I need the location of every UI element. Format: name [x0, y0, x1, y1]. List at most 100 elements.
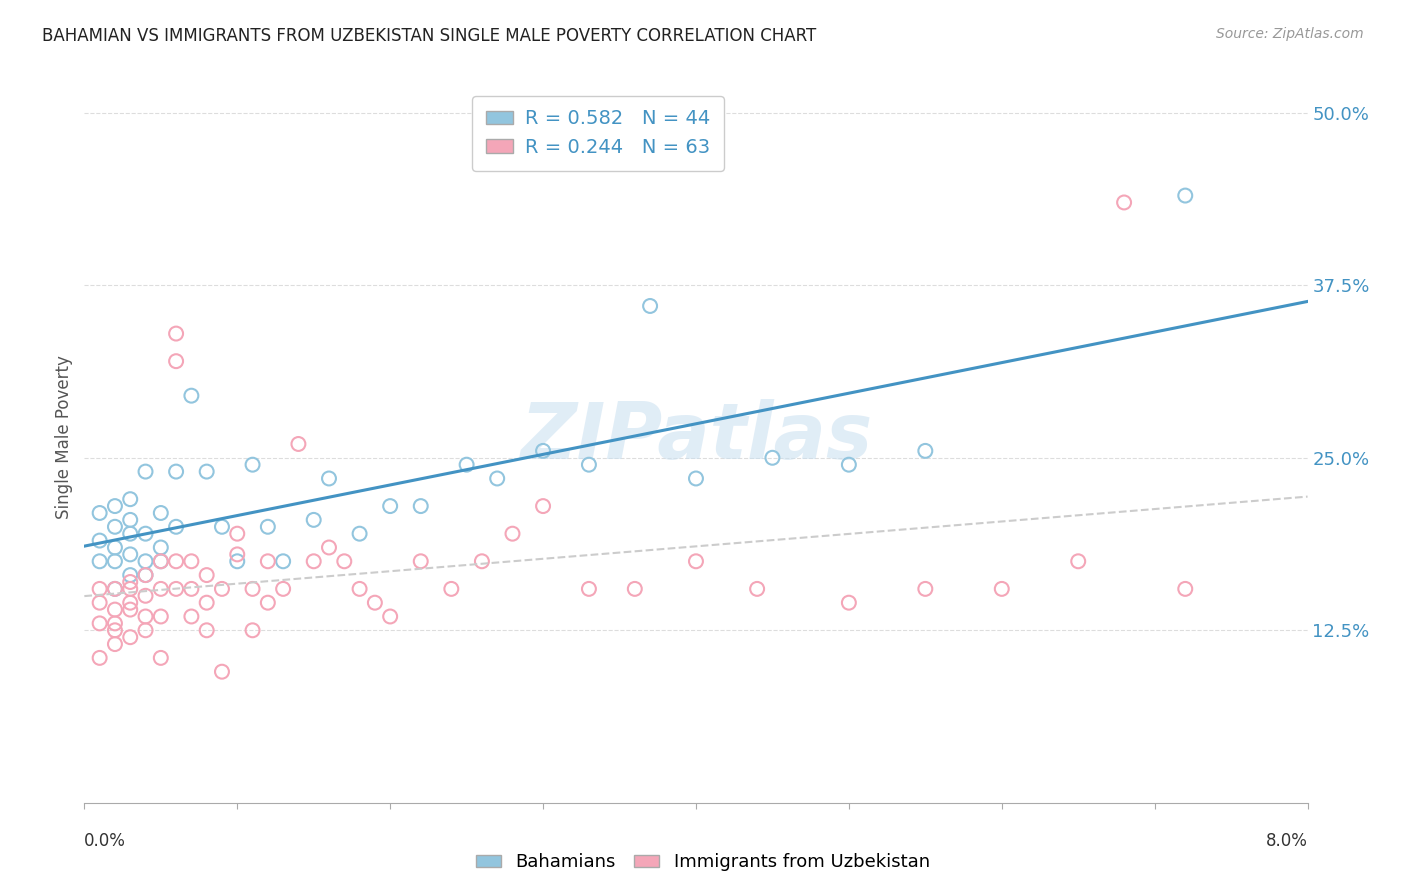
- Point: [104, 582, 127, 596]
- Point: [211, 665, 233, 679]
- Point: [440, 582, 463, 596]
- Point: [380, 499, 402, 513]
- Point: [104, 554, 127, 568]
- Point: [104, 624, 127, 638]
- Point: [226, 548, 249, 562]
- Point: [165, 465, 187, 479]
- Point: [486, 471, 509, 485]
- Point: [409, 499, 432, 513]
- Point: [120, 568, 142, 582]
- Text: 8.0%: 8.0%: [1265, 832, 1308, 850]
- Point: [242, 582, 264, 596]
- Point: [104, 499, 127, 513]
- Point: [257, 596, 280, 610]
- Point: [89, 533, 111, 548]
- Point: [120, 582, 142, 596]
- Point: [502, 526, 524, 541]
- Point: [149, 609, 172, 624]
- Point: [624, 582, 647, 596]
- Point: [135, 465, 157, 479]
- Point: [180, 609, 202, 624]
- Point: [180, 582, 202, 596]
- Point: [165, 354, 187, 368]
- Point: [180, 554, 202, 568]
- Point: [120, 492, 142, 507]
- Point: [456, 458, 478, 472]
- Point: [120, 574, 142, 589]
- Point: [349, 526, 371, 541]
- Point: [180, 389, 202, 403]
- Point: [242, 624, 264, 638]
- Point: [149, 582, 172, 596]
- Point: [271, 554, 294, 568]
- Point: [364, 596, 387, 610]
- Point: [991, 582, 1014, 596]
- Point: [195, 596, 218, 610]
- Point: [471, 554, 494, 568]
- Point: [914, 582, 936, 596]
- Point: [104, 582, 127, 596]
- Point: [226, 526, 249, 541]
- Text: Source: ZipAtlas.com: Source: ZipAtlas.com: [1216, 27, 1364, 41]
- Point: [165, 326, 187, 341]
- Point: [685, 471, 707, 485]
- Text: BAHAMIAN VS IMMIGRANTS FROM UZBEKISTAN SINGLE MALE POVERTY CORRELATION CHART: BAHAMIAN VS IMMIGRANTS FROM UZBEKISTAN S…: [42, 27, 817, 45]
- Point: [302, 513, 325, 527]
- Point: [135, 589, 157, 603]
- Point: [89, 651, 111, 665]
- Point: [838, 458, 860, 472]
- Point: [578, 458, 600, 472]
- Point: [149, 541, 172, 555]
- Point: [531, 499, 554, 513]
- Point: [287, 437, 309, 451]
- Point: [302, 554, 325, 568]
- Point: [120, 513, 142, 527]
- Point: [89, 506, 111, 520]
- Point: [242, 458, 264, 472]
- Point: [120, 596, 142, 610]
- Point: [120, 630, 142, 644]
- Point: [271, 582, 294, 596]
- Y-axis label: Single Male Poverty: Single Male Poverty: [55, 355, 73, 519]
- Point: [318, 471, 340, 485]
- Point: [149, 554, 172, 568]
- Point: [333, 554, 356, 568]
- Point: [685, 554, 707, 568]
- Point: [257, 554, 280, 568]
- Point: [914, 443, 936, 458]
- Point: [149, 554, 172, 568]
- Point: [89, 554, 111, 568]
- Point: [165, 582, 187, 596]
- Point: [135, 568, 157, 582]
- Point: [135, 624, 157, 638]
- Point: [838, 596, 860, 610]
- Point: [409, 554, 432, 568]
- Point: [104, 637, 127, 651]
- Point: [195, 624, 218, 638]
- Point: [135, 526, 157, 541]
- Point: [747, 582, 769, 596]
- Point: [1174, 188, 1197, 202]
- Point: [195, 568, 218, 582]
- Point: [104, 616, 127, 631]
- Point: [638, 299, 661, 313]
- Point: [120, 526, 142, 541]
- Point: [135, 609, 157, 624]
- Point: [1067, 554, 1090, 568]
- Point: [149, 506, 172, 520]
- Point: [135, 554, 157, 568]
- Point: [149, 651, 172, 665]
- Point: [380, 609, 402, 624]
- Text: 0.0%: 0.0%: [84, 832, 127, 850]
- Point: [104, 541, 127, 555]
- Point: [578, 582, 600, 596]
- Point: [89, 582, 111, 596]
- Legend: Bahamians, Immigrants from Uzbekistan: Bahamians, Immigrants from Uzbekistan: [468, 847, 938, 879]
- Point: [120, 602, 142, 616]
- Point: [531, 443, 554, 458]
- Point: [226, 554, 249, 568]
- Point: [165, 520, 187, 534]
- Legend: R = 0.582   N = 44, R = 0.244   N = 63: R = 0.582 N = 44, R = 0.244 N = 63: [472, 95, 724, 170]
- Point: [257, 520, 280, 534]
- Point: [211, 582, 233, 596]
